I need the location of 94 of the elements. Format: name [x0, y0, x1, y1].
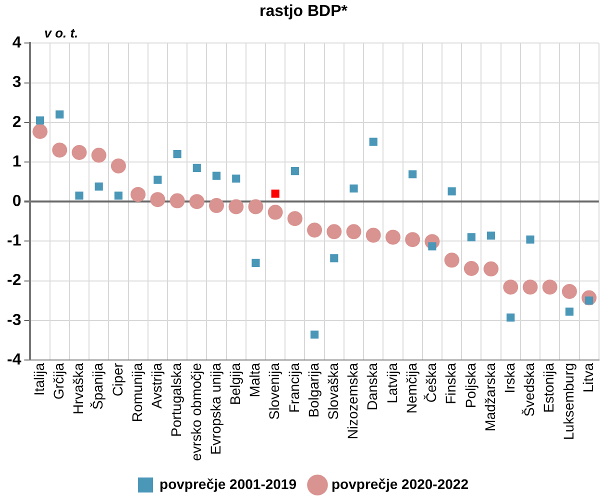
x-tick-label: Estonija	[540, 362, 557, 413]
x-tick-label: Danska	[364, 362, 380, 410]
point	[173, 150, 182, 158]
point	[228, 199, 244, 214]
legend-label: povprečje 2001-2019	[160, 476, 297, 492]
x-tick-label: Bolgarija	[305, 362, 322, 418]
y-tick-label: -2	[6, 272, 22, 290]
x-tick-label: Ciper	[109, 362, 126, 396]
x-tick-label: Romunija	[128, 362, 145, 422]
x-tick-label: Slovaška	[325, 362, 342, 420]
point	[350, 184, 358, 193]
y-tick-label: -3	[6, 312, 22, 329]
point	[114, 192, 122, 200]
point	[72, 144, 87, 160]
point	[290, 167, 299, 176]
point	[562, 284, 577, 299]
point	[506, 314, 515, 322]
chart-title: rastjo BDP*	[259, 3, 348, 20]
x-tick-label: Slovenija	[266, 362, 282, 420]
point	[110, 158, 126, 174]
point	[189, 194, 204, 210]
x-tick-label: Grčija	[50, 362, 66, 400]
y-tick-label: -1	[6, 232, 22, 250]
x-tick-label: Portugalska	[168, 362, 184, 437]
x-tick-label: Italija	[30, 362, 47, 396]
y-tick-label: 3	[12, 74, 22, 92]
point	[346, 224, 362, 240]
point	[330, 254, 338, 262]
point	[369, 138, 378, 146]
point	[287, 211, 302, 226]
y-tick-label: 4	[12, 34, 22, 52]
x-tick-label: Luksemburg	[560, 362, 576, 440]
point	[94, 182, 103, 191]
point	[526, 236, 534, 244]
point	[271, 190, 280, 198]
point	[503, 280, 518, 295]
point	[56, 110, 64, 119]
point	[170, 193, 185, 208]
point	[326, 224, 342, 240]
point	[405, 232, 420, 248]
point	[252, 258, 260, 267]
point	[464, 260, 479, 276]
point	[75, 192, 84, 200]
point	[150, 192, 166, 208]
point	[154, 176, 162, 184]
y-tick-label: -4	[6, 351, 22, 368]
point	[448, 187, 456, 196]
x-tick-label: Avstrija	[148, 362, 165, 409]
point	[192, 164, 201, 172]
point	[307, 222, 322, 238]
y-tick-label: 1	[12, 153, 22, 170]
point	[232, 174, 240, 183]
x-tick-label: Francija	[286, 362, 302, 413]
point	[130, 186, 146, 202]
x-tick-label: Španija	[90, 362, 106, 410]
x-tick-label: Češka	[423, 362, 440, 403]
point	[444, 252, 460, 268]
point	[542, 280, 558, 295]
x-tick-label: Malta	[246, 362, 263, 398]
point	[268, 204, 283, 220]
y-tick-label: 2	[12, 114, 22, 131]
point	[428, 242, 436, 250]
point	[209, 198, 224, 214]
x-tick-label: Nemčija	[403, 362, 420, 414]
x-tick-label: Hrvaška	[70, 362, 86, 414]
x-tick-label: Švedska	[521, 362, 538, 417]
x-tick-label: Belgija	[226, 362, 243, 405]
y-tick-label: 0	[12, 192, 22, 210]
point	[36, 116, 44, 124]
point	[486, 232, 496, 240]
x-tick-label: Latvija	[384, 362, 400, 404]
point	[408, 170, 417, 178]
point	[366, 228, 381, 243]
point	[565, 308, 574, 316]
point	[32, 124, 48, 139]
legend-label: povprečje 2020-2022	[332, 476, 469, 492]
point	[91, 148, 106, 163]
x-tick-label: evrsko območje	[188, 362, 204, 462]
x-tick-label: Evropska unija	[207, 362, 224, 455]
x-tick-label: Irska	[501, 362, 518, 394]
point	[212, 172, 221, 180]
point	[484, 261, 499, 276]
point	[310, 330, 319, 339]
point	[385, 230, 400, 245]
point	[522, 280, 538, 295]
x-tick-label: Nizozemska	[344, 362, 361, 440]
x-tick-label: Poljska	[462, 362, 478, 408]
x-tick-label: Finska	[442, 362, 459, 404]
point	[248, 199, 264, 214]
x-tick-label: Litva	[580, 362, 596, 393]
x-tick-label: Madžarska	[482, 362, 498, 432]
point	[52, 142, 68, 158]
point	[467, 233, 476, 242]
y-axis-title: v o. t.	[44, 25, 78, 40]
